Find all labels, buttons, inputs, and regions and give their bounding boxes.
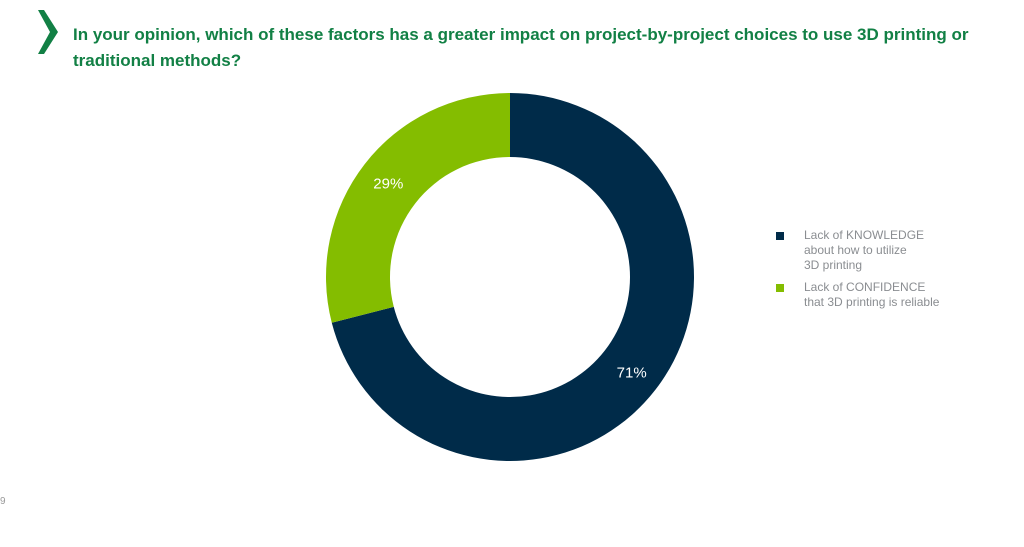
legend-item-knowledge: Lack of KNOWLEDGE about how to utilize 3…	[776, 228, 996, 273]
data-label-knowledge: 71%	[617, 364, 647, 381]
legend-label-knowledge: Lack of KNOWLEDGE about how to utilize 3…	[804, 228, 925, 272]
donut-slice-knowledge	[331, 93, 695, 461]
data-label-confidence: 29%	[373, 176, 403, 193]
legend-swatch-confidence	[776, 284, 784, 292]
chart-legend: Lack of KNOWLEDGE about how to utilize 3…	[776, 228, 996, 317]
legend-swatch-knowledge	[776, 232, 784, 240]
legend-item-confidence: Lack of CONFIDENCE that 3D printing is r…	[776, 280, 996, 310]
chevron-right-icon	[38, 10, 58, 54]
page-title: In your opinion, which of these factors …	[73, 25, 969, 70]
legend-label-confidence: Lack of CONFIDENCE that 3D printing is r…	[804, 280, 940, 309]
page-number: 9	[0, 496, 6, 507]
donut-slice-confidence	[326, 93, 510, 323]
